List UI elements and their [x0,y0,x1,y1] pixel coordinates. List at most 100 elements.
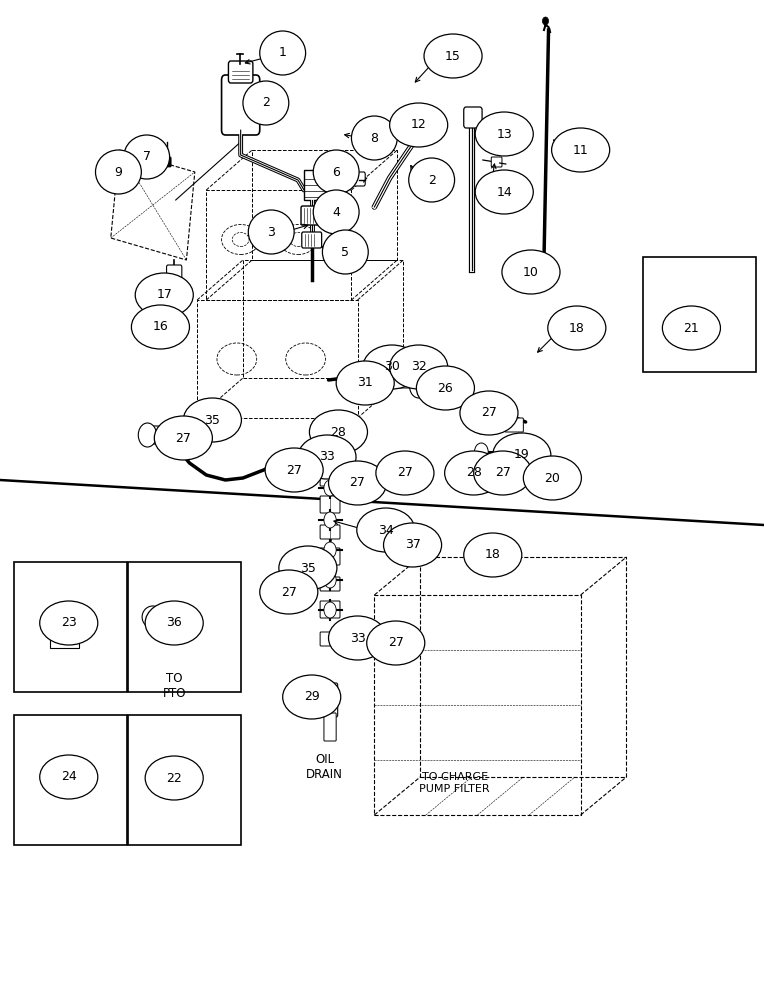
Ellipse shape [260,570,318,614]
Ellipse shape [475,112,533,156]
Text: 11: 11 [573,143,588,156]
Text: 2: 2 [428,174,435,186]
Text: 27: 27 [350,477,365,489]
Text: TO
PTO: TO PTO [163,672,186,700]
Ellipse shape [409,158,455,202]
Ellipse shape [322,230,368,274]
FancyBboxPatch shape [320,577,340,591]
FancyBboxPatch shape [167,265,182,279]
Ellipse shape [283,675,341,719]
Text: 29: 29 [304,690,319,704]
Ellipse shape [367,621,425,665]
Bar [14,715,127,845]
Text: 28: 28 [466,466,481,480]
Text: 1: 1 [279,46,286,60]
FancyBboxPatch shape [390,374,411,388]
Bar [643,257,756,372]
Circle shape [474,416,488,434]
Ellipse shape [445,451,503,495]
Ellipse shape [416,366,474,410]
Text: 32: 32 [411,360,426,373]
FancyBboxPatch shape [464,107,482,128]
Circle shape [542,17,549,25]
FancyBboxPatch shape [426,379,446,393]
Ellipse shape [145,601,203,645]
FancyBboxPatch shape [302,232,322,248]
FancyBboxPatch shape [222,75,260,135]
Text: 33: 33 [350,632,365,645]
Bar [128,715,241,845]
Ellipse shape [243,81,289,125]
Text: 28: 28 [331,426,346,438]
Text: 19: 19 [514,448,529,462]
Ellipse shape [329,461,387,505]
Ellipse shape [279,546,337,590]
Text: 8: 8 [371,131,378,144]
Text: 18: 18 [569,322,584,334]
Ellipse shape [145,756,203,800]
Ellipse shape [680,317,691,327]
FancyBboxPatch shape [304,170,327,200]
Text: 27: 27 [388,637,403,650]
FancyBboxPatch shape [491,157,502,167]
Ellipse shape [40,601,98,645]
Ellipse shape [183,398,241,442]
FancyBboxPatch shape [324,713,336,741]
Circle shape [410,374,428,398]
Text: 27: 27 [281,585,296,598]
Ellipse shape [418,118,435,134]
FancyBboxPatch shape [320,525,340,539]
Ellipse shape [329,616,387,660]
Ellipse shape [313,190,359,234]
Text: 24: 24 [61,770,76,784]
Ellipse shape [475,170,533,214]
Ellipse shape [135,273,193,317]
Text: TO CHARGE
PUMP FILTER: TO CHARGE PUMP FILTER [419,772,490,794]
Text: 36: 36 [167,616,182,630]
Text: 35: 35 [205,414,220,426]
Ellipse shape [131,305,189,349]
Ellipse shape [265,448,323,492]
Ellipse shape [424,34,482,78]
Text: 6: 6 [332,165,340,178]
Bar [14,562,127,692]
Ellipse shape [552,128,610,172]
Ellipse shape [390,103,448,147]
Text: 4: 4 [332,206,340,219]
Ellipse shape [662,306,720,350]
Text: 15: 15 [445,49,461,62]
FancyBboxPatch shape [358,371,379,385]
Text: 9: 9 [115,165,122,178]
Ellipse shape [248,210,294,254]
Circle shape [324,572,336,588]
Text: 10: 10 [523,265,539,278]
Ellipse shape [523,456,581,500]
Text: 30: 30 [384,360,400,373]
Ellipse shape [154,767,163,777]
Ellipse shape [260,31,306,75]
Circle shape [324,449,336,465]
FancyBboxPatch shape [351,172,365,186]
Text: 23: 23 [61,616,76,630]
Text: 27: 27 [286,464,302,477]
Ellipse shape [309,410,367,454]
Ellipse shape [351,116,397,160]
Text: 37: 37 [405,538,420,552]
Text: 31: 31 [358,376,373,389]
Circle shape [374,369,393,393]
Text: 14: 14 [497,186,512,198]
Text: 7: 7 [143,150,151,163]
Text: 20: 20 [545,472,560,485]
Circle shape [324,480,336,496]
Circle shape [342,366,361,390]
Circle shape [400,106,415,126]
FancyBboxPatch shape [505,418,523,432]
Ellipse shape [154,416,212,460]
Ellipse shape [460,391,518,435]
Ellipse shape [384,523,442,567]
Circle shape [474,443,488,461]
Circle shape [324,542,336,558]
Ellipse shape [493,433,551,477]
Ellipse shape [357,508,415,552]
Text: 34: 34 [378,524,393,536]
